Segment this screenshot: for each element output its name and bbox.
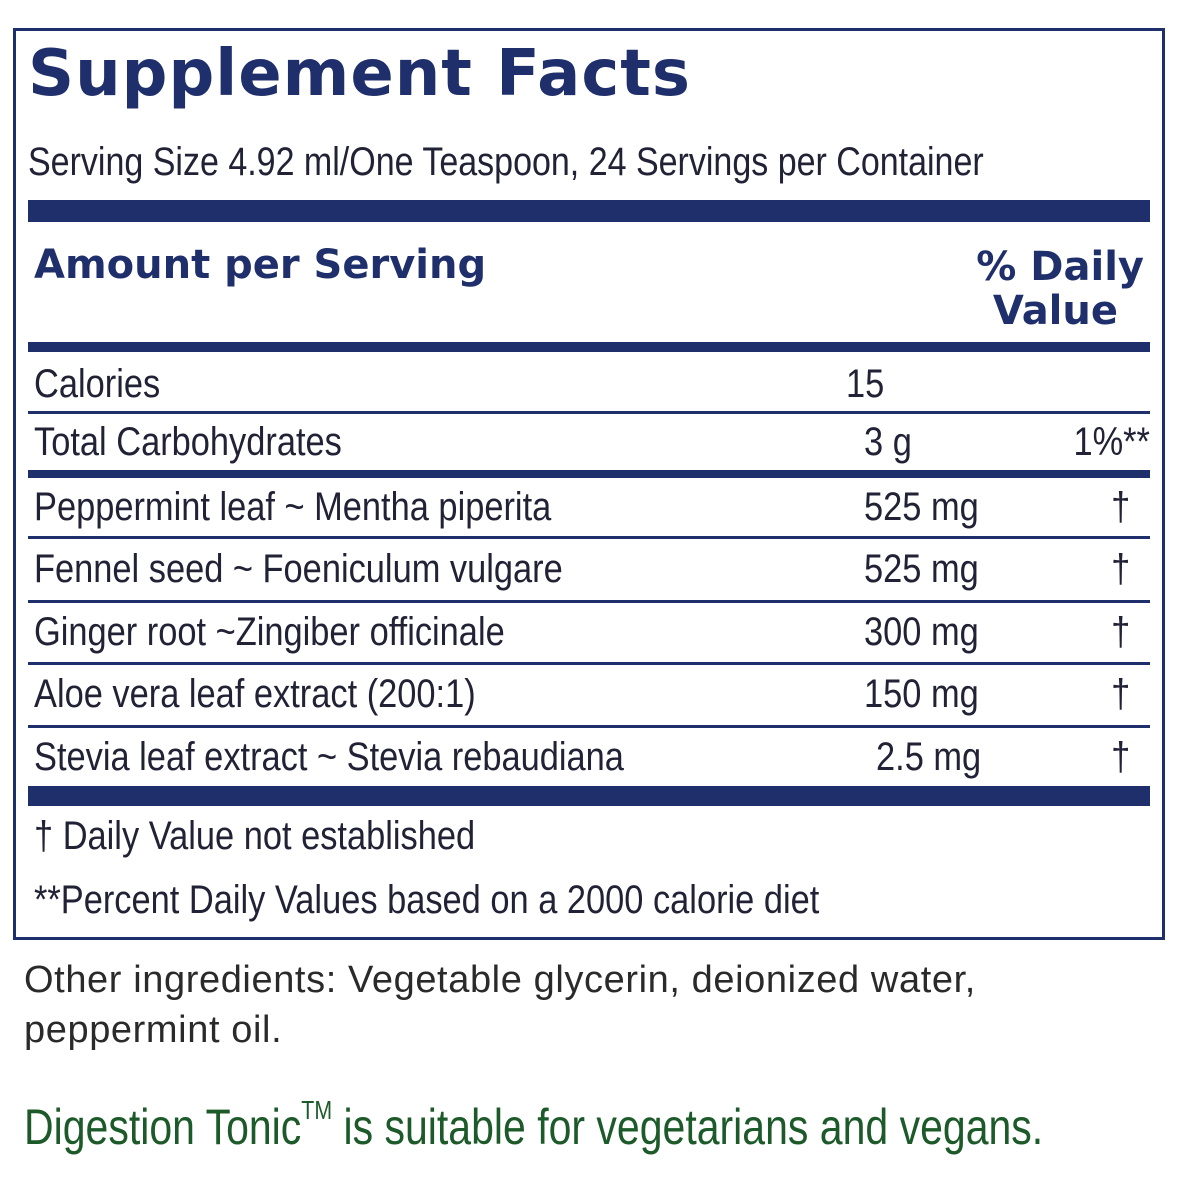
- trademark-symbol: TM: [301, 1095, 333, 1125]
- ingredient-dv: †: [1110, 735, 1130, 779]
- row-divider: [28, 725, 1150, 728]
- supplement-facts-panel: [13, 28, 1165, 940]
- row-divider: [28, 411, 1150, 414]
- ingredient-row-aloe-vera: Aloe vera leaf extract (200:1) 150 mg †: [28, 663, 1150, 725]
- nutrient-name: Total Carbohydrates: [34, 420, 342, 464]
- ingredient-row-stevia: Stevia leaf extract ~ Stevia rebaudiana …: [28, 726, 1150, 788]
- nutrient-name: Calories: [34, 362, 161, 406]
- ingredient-row-fennel: Fennel seed ~ Foeniculum vulgare 525 mg …: [28, 538, 1150, 600]
- footnote-dagger: † Daily Value not established: [34, 814, 476, 858]
- ingredient-amount: 525 mg: [864, 485, 979, 529]
- row-divider: [28, 536, 1150, 539]
- thick-divider-bottom: [28, 786, 1150, 806]
- section-divider: [28, 470, 1150, 478]
- ingredient-name: Stevia leaf extract ~ Stevia rebaudiana: [34, 735, 624, 779]
- label-title: Supplement Facts: [28, 37, 691, 111]
- ingredient-name: Ginger root ~Zingiber officinale: [34, 610, 505, 654]
- header-amount-per-serving: Amount per Serving: [34, 242, 487, 288]
- nutrient-amount: 15: [846, 362, 885, 406]
- serving-size: Serving Size 4.92 ml/One Teaspoon, 24 Se…: [28, 140, 984, 184]
- row-divider: [28, 662, 1150, 665]
- ingredient-dv: †: [1110, 547, 1130, 591]
- ingredient-amount: 525 mg: [864, 547, 979, 591]
- claim-text: is suitable for vegetarians and vegans.: [332, 1099, 1044, 1155]
- header-dv-line1: % Daily: [976, 244, 1144, 290]
- ingredient-name: Fennel seed ~ Foeniculum vulgare: [34, 547, 563, 591]
- vegetarian-claim: Digestion TonicTM is suitable for vegeta…: [24, 1096, 1044, 1155]
- nutrient-amount: 3 g: [864, 420, 912, 464]
- medium-divider: [28, 342, 1150, 352]
- ingredient-name: Aloe vera leaf extract (200:1): [34, 672, 476, 716]
- footnote-percent-daily: **Percent Daily Values based on a 2000 c…: [34, 878, 820, 922]
- nutrient-row-total-carbohydrates: Total Carbohydrates 3 g 1%**: [28, 411, 1150, 473]
- nutrient-dv: 1%**: [1073, 420, 1150, 464]
- ingredient-amount: 150 mg: [864, 672, 979, 716]
- header-daily-value: % Daily Value: [924, 245, 1144, 333]
- ingredient-name: Peppermint leaf ~ Mentha piperita: [34, 485, 552, 529]
- product-name: Digestion Tonic: [24, 1099, 302, 1155]
- header-dv-line2: Value: [992, 288, 1118, 334]
- ingredient-dv: †: [1110, 610, 1130, 654]
- other-ingredients: Other ingredients: Vegetable glycerin, d…: [24, 959, 976, 1051]
- ingredient-amount: 300 mg: [864, 610, 979, 654]
- ingredient-amount: 2.5 mg: [876, 735, 982, 779]
- thick-divider-top: [28, 200, 1150, 222]
- nutrient-row-calories: Calories 15: [28, 353, 1150, 415]
- row-divider: [28, 600, 1150, 603]
- ingredient-row-peppermint: Peppermint leaf ~ Mentha piperita 525 mg…: [28, 476, 1150, 538]
- ingredient-dv: †: [1110, 672, 1130, 716]
- ingredient-dv: †: [1110, 485, 1130, 529]
- ingredient-row-ginger: Ginger root ~Zingiber officinale 300 mg …: [28, 601, 1150, 663]
